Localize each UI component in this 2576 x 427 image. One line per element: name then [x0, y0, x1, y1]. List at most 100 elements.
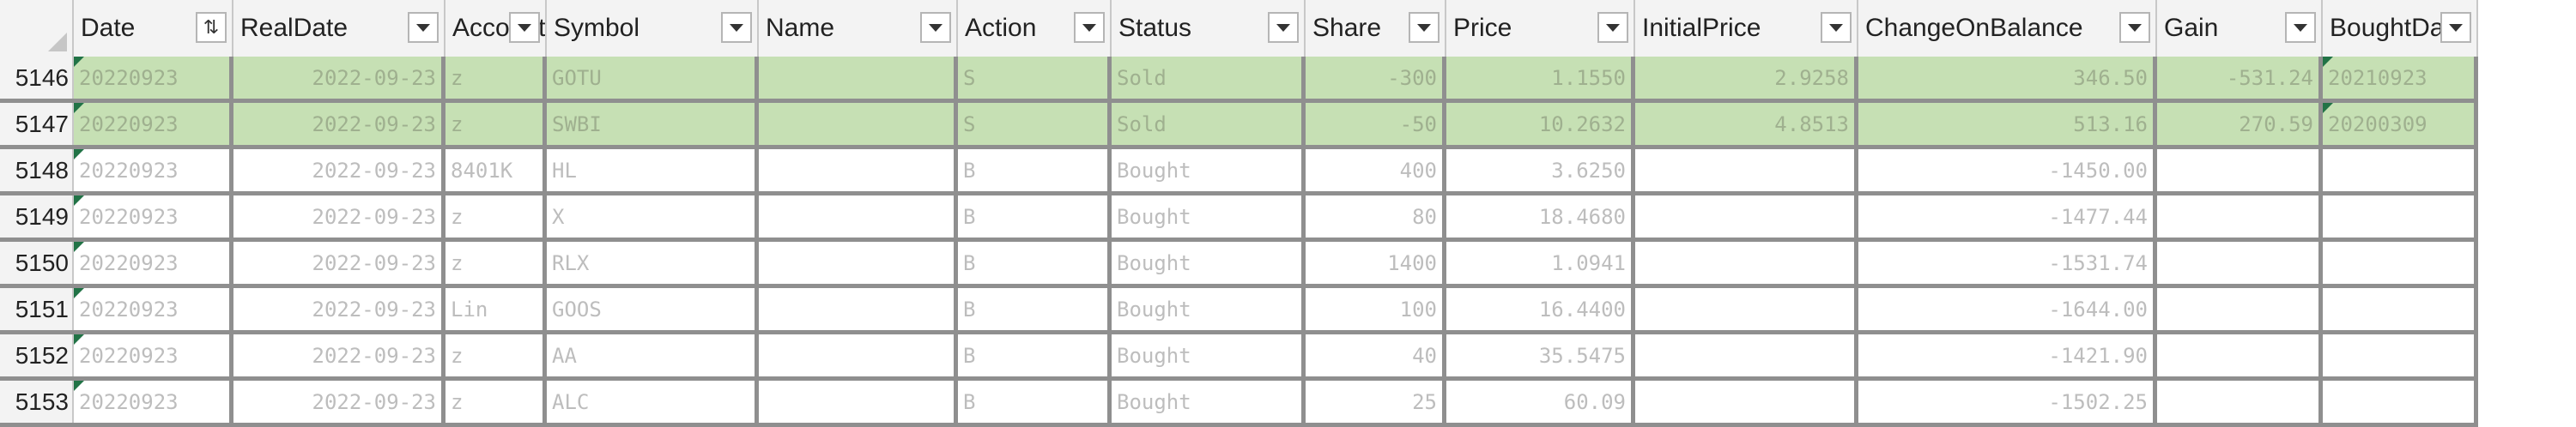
cell-share[interactable]: 1400: [1306, 242, 1446, 284]
filter-dropdown-button[interactable]: [1821, 12, 1852, 43]
cell-boughtdate[interactable]: 20210923: [2323, 57, 2478, 99]
filter-dropdown-button[interactable]: [2119, 12, 2150, 43]
cell-gain[interactable]: [2157, 381, 2323, 423]
filter-dropdown-button[interactable]: [408, 12, 439, 43]
cell-gain[interactable]: [2157, 149, 2323, 191]
cell-status[interactable]: Bought: [1112, 288, 1306, 330]
cell-name[interactable]: [759, 103, 958, 145]
cell-symbol[interactable]: GOTU: [547, 57, 759, 99]
cell-action[interactable]: S: [958, 57, 1112, 99]
cell-action[interactable]: B: [958, 334, 1112, 376]
cell-account[interactable]: z: [445, 242, 547, 284]
cell-gain[interactable]: [2157, 288, 2323, 330]
cell-name[interactable]: [759, 381, 958, 423]
cell-gain[interactable]: -531.24: [2157, 57, 2323, 99]
cell-initialprice[interactable]: 2.9258: [1635, 57, 1858, 99]
cell-realdate[interactable]: 2022-09-23: [233, 242, 445, 284]
cell-status[interactable]: Bought: [1112, 381, 1306, 423]
cell-boughtdate[interactable]: 20200309: [2323, 103, 2478, 145]
cell-date[interactable]: 20220923: [74, 149, 233, 191]
column-header-gain[interactable]: Gain: [2157, 0, 2323, 57]
cell-symbol[interactable]: RLX: [547, 242, 759, 284]
cell-symbol[interactable]: GOOS: [547, 288, 759, 330]
cell-changeonbalance[interactable]: -1531.74: [1858, 242, 2157, 284]
cell-symbol[interactable]: AA: [547, 334, 759, 376]
cell-account[interactable]: z: [445, 195, 547, 238]
cell-boughtdate[interactable]: [2323, 288, 2478, 330]
cell-status[interactable]: Bought: [1112, 242, 1306, 284]
cell-gain[interactable]: [2157, 242, 2323, 284]
cell-name[interactable]: [759, 288, 958, 330]
cell-initialprice[interactable]: 4.8513: [1635, 103, 1858, 145]
cell-date[interactable]: 20220923: [74, 195, 233, 238]
cell-price[interactable]: 1.0941: [1446, 242, 1635, 284]
cell-realdate[interactable]: 2022-09-23: [233, 381, 445, 423]
cell-symbol[interactable]: ALC: [547, 381, 759, 423]
column-header-realdate[interactable]: RealDate: [233, 0, 445, 57]
cell-gain[interactable]: [2157, 195, 2323, 238]
cell-name[interactable]: [759, 334, 958, 376]
cell-share[interactable]: 80: [1306, 195, 1446, 238]
cell-changeonbalance[interactable]: 346.50: [1858, 57, 2157, 99]
row-number[interactable]: 5146: [0, 57, 74, 99]
cell-share[interactable]: 100: [1306, 288, 1446, 330]
cell-action[interactable]: B: [958, 288, 1112, 330]
cell-initialprice[interactable]: [1635, 334, 1858, 376]
column-header-symbol[interactable]: Symbol: [547, 0, 759, 57]
cell-symbol[interactable]: SWBI: [547, 103, 759, 145]
column-header-share[interactable]: Share: [1306, 0, 1446, 57]
cell-symbol[interactable]: HL: [547, 149, 759, 191]
cell-initialprice[interactable]: [1635, 288, 1858, 330]
column-header-changeonbalance[interactable]: ChangeOnBalance: [1858, 0, 2157, 57]
table-row[interactable]: 5147 20220923 2022-09-23 z SWBI S Sold -50 10.26…: [0, 103, 2478, 149]
cell-date[interactable]: 20220923: [74, 103, 233, 145]
cell-status[interactable]: Bought: [1112, 149, 1306, 191]
table-row[interactable]: 5149 20220923 2022-09-23 z X B Bought 80 18.4680…: [0, 195, 2478, 242]
cell-action[interactable]: B: [958, 381, 1112, 423]
column-header-account[interactable]: Account: [445, 0, 547, 57]
filter-dropdown-button[interactable]: [2285, 12, 2316, 43]
cell-action[interactable]: B: [958, 149, 1112, 191]
column-header-name[interactable]: Name: [759, 0, 958, 57]
cell-realdate[interactable]: 2022-09-23: [233, 149, 445, 191]
cell-price[interactable]: 18.4680: [1446, 195, 1635, 238]
cell-share[interactable]: 400: [1306, 149, 1446, 191]
table-row[interactable]: 5151 20220923 2022-09-23 Lin GOOS B Bought 100 1…: [0, 288, 2478, 334]
row-number[interactable]: 5149: [0, 195, 74, 238]
select-all-corner[interactable]: [0, 0, 74, 57]
column-header-price[interactable]: Price: [1446, 0, 1635, 57]
cell-date[interactable]: 20220923: [74, 57, 233, 99]
cell-boughtdate[interactable]: [2323, 381, 2478, 423]
cell-realdate[interactable]: 2022-09-23: [233, 195, 445, 238]
filter-dropdown-button[interactable]: [509, 12, 540, 43]
cell-account[interactable]: z: [445, 381, 547, 423]
cell-changeonbalance[interactable]: -1450.00: [1858, 149, 2157, 191]
cell-share[interactable]: -300: [1306, 57, 1446, 99]
table-row[interactable]: 5153 20220923 2022-09-23 z ALC B Bought 25 60.09…: [0, 381, 2478, 427]
table-row[interactable]: 5152 20220923 2022-09-23 z AA B Bought 40 35.547…: [0, 334, 2478, 381]
filter-dropdown-button[interactable]: [1074, 12, 1105, 43]
column-header-status[interactable]: Status: [1112, 0, 1306, 57]
row-number[interactable]: 5150: [0, 242, 74, 284]
cell-price[interactable]: 16.4400: [1446, 288, 1635, 330]
table-row[interactable]: 5148 20220923 2022-09-23 8401K HL B Bought 400 3…: [0, 149, 2478, 195]
cell-changeonbalance[interactable]: -1644.00: [1858, 288, 2157, 330]
cell-boughtdate[interactable]: [2323, 334, 2478, 376]
cell-realdate[interactable]: 2022-09-23: [233, 103, 445, 145]
cell-realdate[interactable]: 2022-09-23: [233, 57, 445, 99]
column-header-date[interactable]: Date ⇅: [74, 0, 233, 57]
row-number[interactable]: 5148: [0, 149, 74, 191]
cell-account[interactable]: 8401K: [445, 149, 547, 191]
row-number[interactable]: 5153: [0, 381, 74, 423]
cell-boughtdate[interactable]: [2323, 149, 2478, 191]
cell-share[interactable]: 25: [1306, 381, 1446, 423]
cell-realdate[interactable]: 2022-09-23: [233, 334, 445, 376]
cell-initialprice[interactable]: [1635, 149, 1858, 191]
cell-status[interactable]: Sold: [1112, 103, 1306, 145]
table-row[interactable]: 5146 20220923 2022-09-23 z GOTU S Sold -300 1.15…: [0, 57, 2478, 103]
cell-action[interactable]: S: [958, 103, 1112, 145]
cell-date[interactable]: 20220923: [74, 334, 233, 376]
cell-gain[interactable]: 270.59: [2157, 103, 2323, 145]
row-number[interactable]: 5152: [0, 334, 74, 376]
filter-dropdown-button[interactable]: [920, 12, 951, 43]
